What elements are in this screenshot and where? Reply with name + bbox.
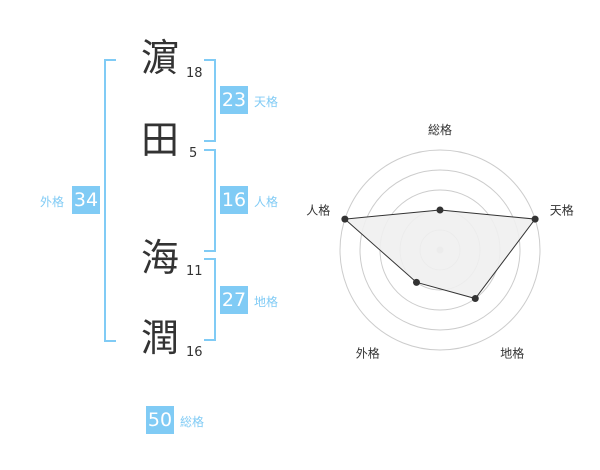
stroke-count-1: 18 — [186, 66, 203, 81]
name-char-2: 田 — [140, 118, 179, 162]
jinkaku-value: 16 — [220, 186, 248, 214]
stroke-count-4: 16 — [186, 345, 203, 360]
tenkaku-bracket — [204, 59, 216, 142]
name-char-1: 濵 — [140, 36, 179, 80]
chikaku-value: 27 — [220, 286, 248, 314]
name-char-4: 潤 — [140, 316, 179, 360]
stroke-count-2: 5 — [189, 146, 198, 161]
data-point-1 — [531, 215, 539, 223]
axis-label: 人格 — [306, 202, 330, 217]
axis-label: 外格 — [356, 346, 380, 361]
soukaku-value: 50 — [146, 406, 174, 434]
chikaku-label: 地格 — [254, 295, 279, 309]
gaikaku-value: 34 — [72, 186, 100, 214]
data-point-3 — [412, 278, 420, 286]
gaikaku-label: 外格 — [40, 195, 65, 209]
axis-label: 天格 — [550, 202, 574, 217]
chikaku-bracket — [204, 258, 216, 341]
name-char-3: 海 — [140, 236, 179, 280]
data-point-4 — [341, 215, 349, 223]
tenkaku-value: 23 — [220, 86, 248, 114]
data-polygon — [343, 209, 537, 300]
tenkaku-label: 天格 — [254, 95, 279, 109]
data-point-2 — [471, 295, 479, 303]
data-point-0 — [436, 206, 444, 214]
grid-ring — [359, 169, 521, 331]
stroke-count-3: 11 — [186, 264, 203, 279]
gaikaku-bracket — [104, 59, 116, 342]
grid-ring — [339, 149, 541, 351]
axis-label: 地格 — [500, 346, 524, 361]
jinkaku-bracket — [204, 149, 216, 252]
jinkaku-label: 人格 — [254, 195, 279, 209]
axis-label: 総格 — [428, 122, 452, 137]
soukaku-label: 総格 — [180, 415, 205, 429]
